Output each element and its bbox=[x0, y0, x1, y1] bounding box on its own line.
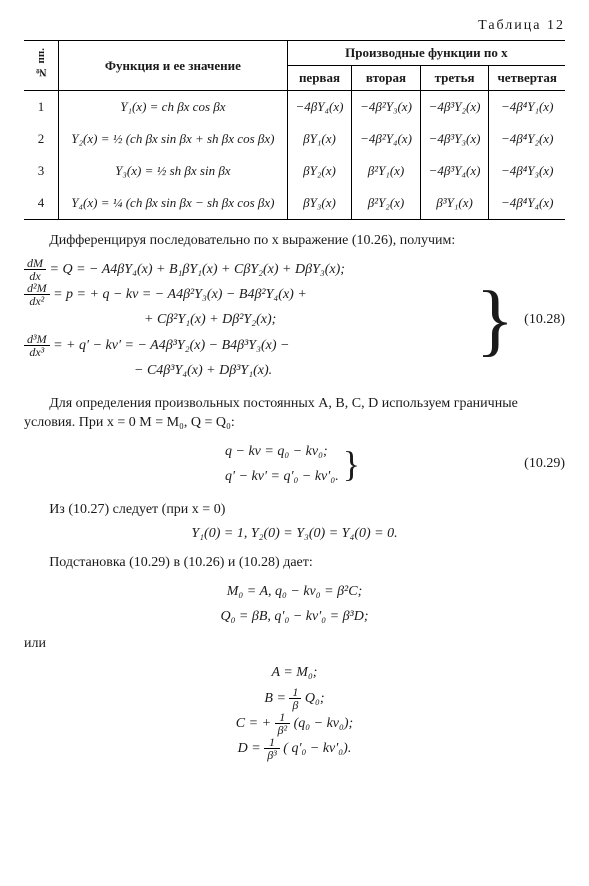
cell-d2: β²Y₂(x) bbox=[352, 187, 421, 220]
eq-subst: M₀ = A, q₀ − kv₀ = β²C; Q₀ = βB, q′₀ − k… bbox=[24, 579, 565, 629]
eq-line: M₀ = A, q₀ − kv₀ = β²C; bbox=[24, 579, 565, 604]
eq-line: d³Mdx³ = + q′ − kv′ = − A4β³Y₂(x) − B4β³… bbox=[24, 333, 472, 358]
cell-d3: −4β³Y₂(x) bbox=[420, 91, 489, 124]
cell-n: 4 bbox=[24, 187, 59, 220]
eq-line: q′ − kv′ = q′₀ − kv′₀. bbox=[225, 464, 339, 489]
eq-line: q − kv = q₀ − kv₀; bbox=[225, 439, 339, 464]
cell-d3: −4β³Y₄(x) bbox=[420, 155, 489, 187]
eq-line: − C4β³Y₄(x) + Dβ³Y₁(x). bbox=[24, 358, 472, 383]
eq-number: (10.29) bbox=[518, 456, 565, 472]
equation-10-28: dMdx = Q = − A4βY₄(x) + B₁βY₁(x) + CβY₂(… bbox=[24, 257, 565, 383]
eq-final: A = M₀; B = 1β Q₀; C = + 1β² (q₀ − kv₀);… bbox=[24, 660, 565, 761]
derivatives-table: № пп. Функция и ее значение Производные … bbox=[24, 40, 565, 220]
table-row: 1 Y₁(x) = ch βx cos βx −4βY₄(x) −4β²Y₃(x… bbox=[24, 91, 565, 124]
brace-icon: } bbox=[339, 446, 364, 482]
para-subst: Подстановка (10.29) в (10.26) и (10.28) … bbox=[24, 554, 565, 573]
cell-n: 1 bbox=[24, 91, 59, 124]
cell-d1: βY₂(x) bbox=[287, 155, 351, 187]
cell-d4: −4β⁴Y₂(x) bbox=[489, 123, 565, 155]
cell-func: Y₁(x) = ch βx cos βx bbox=[59, 91, 288, 124]
cell-d2: β²Y₁(x) bbox=[352, 155, 421, 187]
th-func: Функция и ее значение bbox=[59, 41, 288, 91]
cell-d3: β³Y₁(x) bbox=[420, 187, 489, 220]
cell-d2: −4β²Y₃(x) bbox=[352, 91, 421, 124]
brace-icon: } bbox=[472, 280, 518, 360]
para-or: или bbox=[24, 635, 565, 654]
eq-line: D = 1β³ ( q′₀ − kv′₀). bbox=[24, 736, 565, 761]
cell-func: Y₂(x) = ½ (ch βx sin βx + sh βx cos βx) bbox=[59, 123, 288, 155]
eq-line: d²Mdx² = p = + q − kv = − A4β²Y₃(x) − B4… bbox=[24, 282, 472, 307]
th-derivs: Производные функции по x bbox=[287, 41, 565, 66]
th-rownum: № пп. bbox=[24, 41, 59, 91]
cell-d2: −4β²Y₄(x) bbox=[352, 123, 421, 155]
eq-line: Q₀ = βB, q′₀ − kv′₀ = β³D; bbox=[24, 604, 565, 629]
cell-d1: −4βY₄(x) bbox=[287, 91, 351, 124]
eq-line: dMdx = Q = − A4βY₄(x) + B₁βY₁(x) + CβY₂(… bbox=[24, 257, 472, 282]
th-second: вторая bbox=[352, 66, 421, 91]
para-follows: Из (10.27) следует (при x = 0) bbox=[24, 501, 565, 520]
eq-line: B = 1β Q₀; bbox=[24, 686, 565, 711]
cell-d3: −4β³Y₃(x) bbox=[420, 123, 489, 155]
table-row: 4 Y₄(x) = ¼ (ch βx sin βx − sh βx cos βx… bbox=[24, 187, 565, 220]
eq-number: (10.28) bbox=[518, 312, 565, 328]
cell-func: Y₃(x) = ½ sh βx sin βx bbox=[59, 155, 288, 187]
eq-line: + Cβ²Y₁(x) + Dβ²Y₂(x); bbox=[24, 307, 472, 332]
th-first: первая bbox=[287, 66, 351, 91]
th-third: третья bbox=[420, 66, 489, 91]
th-fourth: четвертая bbox=[489, 66, 565, 91]
para-bc: Для определения произвольных постоянных … bbox=[24, 395, 565, 433]
table-caption: Таблица 12 bbox=[24, 18, 565, 34]
cell-n: 2 bbox=[24, 123, 59, 155]
cell-d4: −4β⁴Y₄(x) bbox=[489, 187, 565, 220]
cell-n: 3 bbox=[24, 155, 59, 187]
equation-10-29: q − kv = q₀ − kv₀; q′ − kv′ = q′₀ − kv′₀… bbox=[24, 439, 565, 489]
table-row: 2 Y₂(x) = ½ (ch βx sin βx + sh βx cos βx… bbox=[24, 123, 565, 155]
cell-d4: −4β⁴Y₃(x) bbox=[489, 155, 565, 187]
cell-d1: βY₃(x) bbox=[287, 187, 351, 220]
eq-line: C = + 1β² (q₀ − kv₀); bbox=[24, 711, 565, 736]
eq-y0: Y₁(0) = 1, Y₂(0) = Y₃(0) = Y₄(0) = 0. bbox=[24, 526, 565, 542]
para-diff: Дифференцируя последовательно по x выраж… bbox=[24, 232, 565, 251]
cell-d1: βY₁(x) bbox=[287, 123, 351, 155]
cell-func: Y₄(x) = ¼ (ch βx sin βx − sh βx cos βx) bbox=[59, 187, 288, 220]
cell-d4: −4β⁴Y₁(x) bbox=[489, 91, 565, 124]
table-row: 3 Y₃(x) = ½ sh βx sin βx βY₂(x) β²Y₁(x) … bbox=[24, 155, 565, 187]
eq-line: A = M₀; bbox=[24, 660, 565, 685]
